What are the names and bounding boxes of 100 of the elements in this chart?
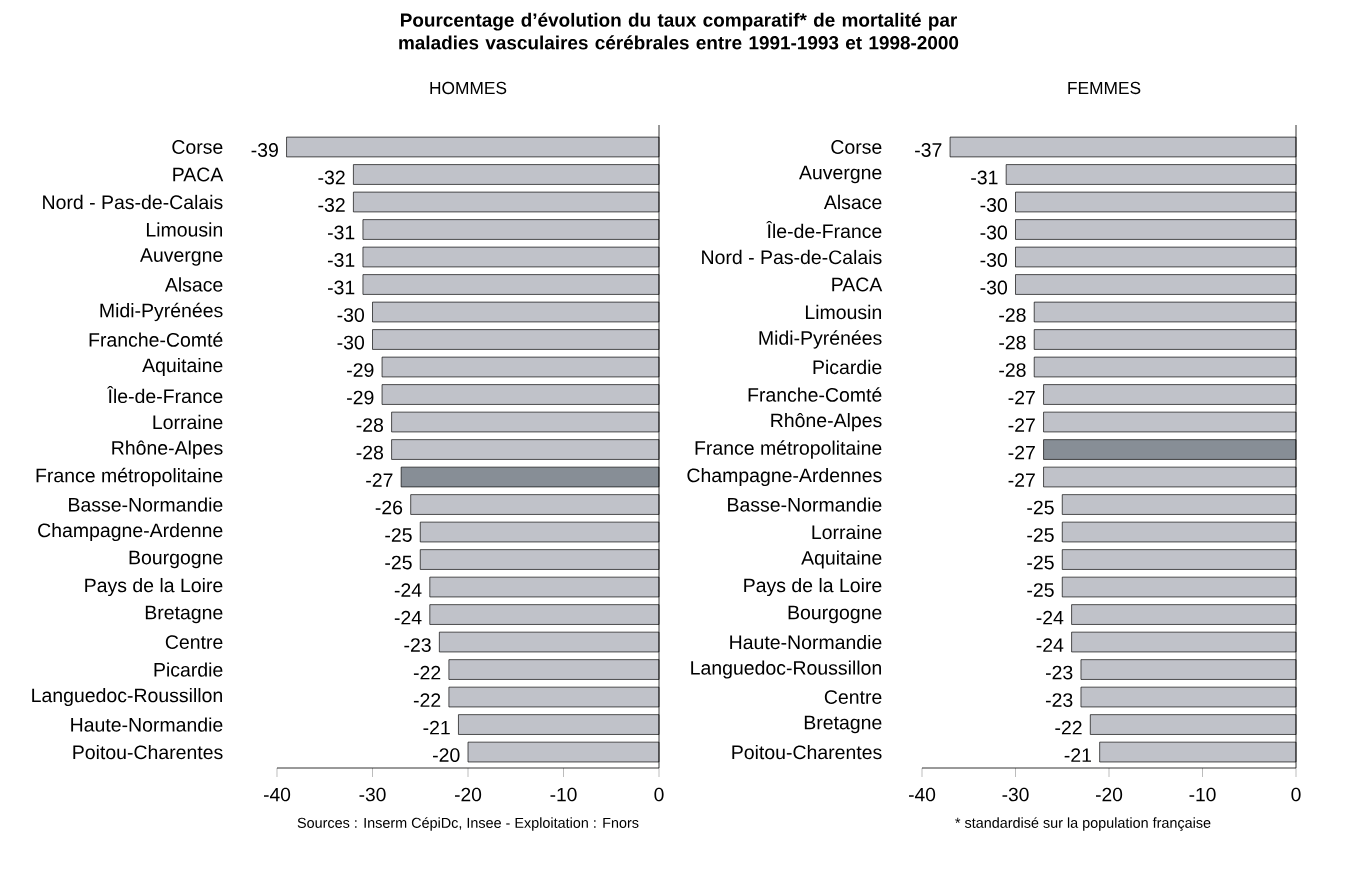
y-tick-label: Basse-Normandie xyxy=(69,497,223,512)
y-tick-label: Centre xyxy=(165,635,223,649)
data-label: -31 xyxy=(327,253,355,267)
data-label: -28 xyxy=(999,335,1026,350)
y-tick-label: Rhône-Alpes xyxy=(112,440,223,459)
data-label: -25 xyxy=(1027,583,1054,597)
y-tick-label: Alsace xyxy=(823,194,882,210)
y-tick-label: Midi-Pyrénées xyxy=(100,302,223,322)
y-tick-label: Champagne-Ardennes xyxy=(687,467,882,487)
y-tick-label: Picardie xyxy=(813,359,882,375)
x-tick-label: -10 xyxy=(1189,787,1216,802)
data-label: -27 xyxy=(1008,445,1035,460)
data-label: -30 xyxy=(980,225,1008,240)
y-tick-label: Nord - Pas-de-Calais xyxy=(43,194,223,210)
text: * standardisé sur la population française xyxy=(955,817,1211,831)
y-tick-label: Basse-Normandie xyxy=(728,497,882,512)
data-label: -24 xyxy=(394,583,422,597)
y-tick-label: Pays de la Loire xyxy=(85,577,223,597)
x-tick-label: -30 xyxy=(1002,787,1029,802)
y-tick-label: Pays de la Loire xyxy=(744,577,882,597)
data-label: -25 xyxy=(1027,555,1054,570)
x-tick-label: -10 xyxy=(550,787,577,802)
x-tick-label: -20 xyxy=(454,787,482,802)
chart-subtitle: HOMMES xyxy=(430,81,507,95)
y-tick-label: Île-de-France xyxy=(766,220,882,239)
data-label: -28 xyxy=(356,418,384,432)
y-tick-label: Languedoc-Roussillon xyxy=(691,660,881,679)
y-tick-label: Midi-Pyrénées xyxy=(759,330,882,349)
y-tick-label: Limousin xyxy=(146,222,222,237)
data-label: -25 xyxy=(1027,500,1054,515)
data-label: -21 xyxy=(423,720,450,735)
y-tick-label: Auvergne xyxy=(140,248,223,266)
data-label: -23 xyxy=(404,638,431,652)
y-tick-label: Languedoc-Roussillon xyxy=(32,687,222,707)
data-label: -30 xyxy=(337,335,365,350)
y-tick-label: Aquitaine xyxy=(142,357,223,377)
y-tick-label: Aquitaine xyxy=(801,550,882,569)
data-label: -27 xyxy=(366,473,393,487)
y-tick-label: France métropolitaine xyxy=(695,440,882,459)
y-tick-label: Lorraine xyxy=(812,524,882,540)
data-label: -28 xyxy=(999,363,1026,377)
data-label: -32 xyxy=(318,170,345,185)
data-label: -22 xyxy=(413,693,441,707)
y-tick-label: Corse xyxy=(831,140,882,154)
chart-title: Pourcentage d’évolution du taux comparatif* de mortalité par maladies vasculaires cérébrales entre 1991-1993 et 1998-2000 xyxy=(399,12,959,50)
data-label: -30 xyxy=(337,308,365,322)
y-tick-label: Auvergne xyxy=(799,165,882,184)
data-label: -23 xyxy=(1045,665,1073,680)
data-label: -25 xyxy=(385,528,412,542)
data-label: -30 xyxy=(980,253,1008,267)
y-tick-label: Bourgogne xyxy=(788,605,882,624)
data-label: -25 xyxy=(385,555,412,570)
data-label: -39 xyxy=(251,143,278,157)
y-tick-label: Haute-Normandie xyxy=(730,634,882,650)
y-tick-label: Bourgogne xyxy=(129,550,223,569)
data-label: -22 xyxy=(413,665,441,680)
x-tick-label: -20 xyxy=(1095,787,1123,802)
y-tick-label: PACA xyxy=(173,167,224,182)
data-label: -31 xyxy=(327,280,355,295)
data-label: -37 xyxy=(915,143,942,157)
data-label: -22 xyxy=(1055,720,1082,735)
y-tick-label: Limousin xyxy=(805,304,882,320)
data-label: -26 xyxy=(375,500,403,515)
data-label: -31 xyxy=(327,225,355,240)
data-label: -23 xyxy=(1045,693,1073,707)
data-label: -30 xyxy=(980,280,1008,295)
y-tick-label: France métropolitaine xyxy=(36,467,223,487)
x-tick-label: 0 xyxy=(1291,787,1301,802)
x-tick-label: -40 xyxy=(263,787,291,802)
data-label: -28 xyxy=(999,308,1026,322)
y-tick-label: Centre xyxy=(824,690,882,704)
data-label: -32 xyxy=(318,198,345,212)
y-tick-label: Lorraine xyxy=(153,414,223,430)
y-tick-label: Champagne-Ardenne xyxy=(38,522,223,542)
x-tick-label: -30 xyxy=(359,787,386,802)
y-tick-label: Rhône-Alpes xyxy=(771,412,882,432)
data-label: -29 xyxy=(347,390,374,405)
y-tick-label: Poitou-Charentes xyxy=(732,744,882,760)
y-tick-label: Haute-Normandie xyxy=(71,717,223,732)
y-tick-label: Île-de-France xyxy=(107,385,223,404)
data-label: -24 xyxy=(1036,638,1064,652)
y-tick-label: Bretagne xyxy=(804,715,882,734)
y-tick-label: Bretagne xyxy=(145,605,223,624)
data-label: -24 xyxy=(1036,610,1064,625)
y-tick-label: Corse xyxy=(172,140,223,154)
y-tick-label: Alsace xyxy=(164,277,223,292)
data-label: -24 xyxy=(394,610,422,625)
data-label: -20 xyxy=(433,748,460,762)
y-tick-label: Picardie xyxy=(154,662,223,677)
source-note: Sources : Inserm CépiDc, Insee - Exploitation : Fnors xyxy=(297,817,639,831)
data-label: -29 xyxy=(347,363,374,377)
y-tick-label: Nord - Pas-de-Calais xyxy=(702,249,882,265)
x-tick-label: -40 xyxy=(908,787,936,802)
y-tick-label: PACA xyxy=(832,277,883,292)
chart-title: FEMMES xyxy=(1068,81,1141,95)
data-label: -30 xyxy=(980,198,1008,212)
x-tick-label: 0 xyxy=(654,787,664,802)
y-tick-label: Franche-Comté xyxy=(89,332,223,347)
data-label: -27 xyxy=(1008,390,1035,405)
data-label: -31 xyxy=(971,170,998,185)
